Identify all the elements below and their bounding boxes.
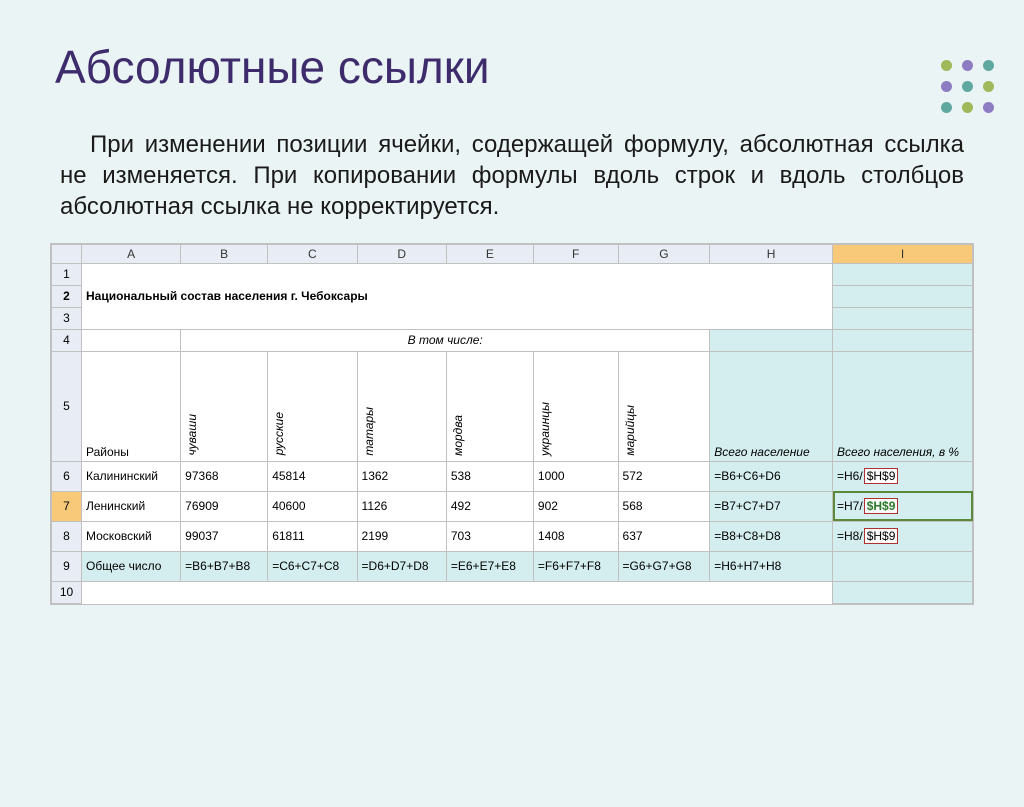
row-header-6[interactable]: 6 (52, 461, 82, 491)
cell-A8[interactable]: Московский (82, 521, 181, 551)
cell-C8[interactable]: 61811 (268, 521, 357, 551)
cell-D7[interactable]: 1126 (357, 491, 446, 521)
cell-H8[interactable]: =B8+C8+D8 (710, 521, 833, 551)
cell-I9[interactable] (833, 551, 973, 581)
cell-H5[interactable]: Всего население (710, 351, 833, 461)
cell-G5[interactable]: марийцы (618, 351, 710, 461)
row-header-7[interactable]: 7 (52, 491, 82, 521)
col-header-B[interactable]: B (181, 244, 268, 263)
decoration-dots (941, 60, 994, 113)
cell-C6[interactable]: 45814 (268, 461, 357, 491)
cell-F5[interactable]: украинцы (533, 351, 618, 461)
row-header-10[interactable]: 10 (52, 581, 82, 603)
cell-D9[interactable]: =D6+D7+D8 (357, 551, 446, 581)
spreadsheet: A B C D E F G H I 1 2 Национальный соста… (50, 243, 974, 605)
cell-F7[interactable]: 902 (533, 491, 618, 521)
row-header-9[interactable]: 9 (52, 551, 82, 581)
cell-E8[interactable]: 703 (446, 521, 533, 551)
row-header-8[interactable]: 8 (52, 521, 82, 551)
cell-A4[interactable] (82, 329, 181, 351)
row-header-1[interactable]: 1 (52, 263, 82, 285)
cell-B6[interactable]: 97368 (181, 461, 268, 491)
col-header-G[interactable]: G (618, 244, 710, 263)
col-header-F[interactable]: F (533, 244, 618, 263)
cell-A7[interactable]: Ленинский (82, 491, 181, 521)
cell-D6[interactable]: 1362 (357, 461, 446, 491)
cell-C7[interactable]: 40600 (268, 491, 357, 521)
column-headers: A B C D E F G H I (52, 244, 973, 263)
cell-F8[interactable]: 1408 (533, 521, 618, 551)
cell-E9[interactable]: =E6+E7+E8 (446, 551, 533, 581)
cell-G9[interactable]: =G6+G7+G8 (618, 551, 710, 581)
cell-F6[interactable]: 1000 (533, 461, 618, 491)
cell-A6[interactable]: Калининский (82, 461, 181, 491)
col-header-D[interactable]: D (357, 244, 446, 263)
cell-B7[interactable]: 76909 (181, 491, 268, 521)
cell-E5[interactable]: мордва (446, 351, 533, 461)
cell-H9[interactable]: =H6+H7+H8 (710, 551, 833, 581)
row-header-5[interactable]: 5 (52, 351, 82, 461)
cell-I6[interactable]: =H6/$H$9 (833, 461, 973, 491)
slide-title: Абсолютные ссылки (55, 40, 1024, 94)
cell-C9[interactable]: =C6+C7+C8 (268, 551, 357, 581)
cell-E6[interactable]: 538 (446, 461, 533, 491)
cell-D5[interactable]: татары (357, 351, 446, 461)
cell-G6[interactable]: 572 (618, 461, 710, 491)
col-header-E[interactable]: E (446, 244, 533, 263)
cell-I7[interactable]: =H7/$H$9 (833, 491, 973, 521)
slide-body-text: При изменении позиции ячейки, содержащей… (60, 129, 964, 223)
row-header-2[interactable]: 2 (52, 285, 82, 307)
col-header-A[interactable]: A (82, 244, 181, 263)
col-header-C[interactable]: C (268, 244, 357, 263)
cell-G8[interactable]: 637 (618, 521, 710, 551)
col-header-I[interactable]: I (833, 244, 973, 263)
cell-I8[interactable]: =H8/$H$9 (833, 521, 973, 551)
row-header-4[interactable]: 4 (52, 329, 82, 351)
cell-A9[interactable]: Общее число (82, 551, 181, 581)
cell-B9[interactable]: =B6+B7+B8 (181, 551, 268, 581)
col-header-H[interactable]: H (710, 244, 833, 263)
cell-E7[interactable]: 492 (446, 491, 533, 521)
corner-cell[interactable] (52, 244, 82, 263)
cell-B8[interactable]: 99037 (181, 521, 268, 551)
cell-A5[interactable]: Районы (82, 351, 181, 461)
sheet-title[interactable]: Национальный состав населения г. Чебокса… (82, 285, 833, 307)
cell-H7[interactable]: =B7+C7+D7 (710, 491, 833, 521)
cell-H6[interactable]: =B6+C6+D6 (710, 461, 833, 491)
row-header-3[interactable]: 3 (52, 307, 82, 329)
cell-C5[interactable]: русские (268, 351, 357, 461)
subtitle-cell[interactable]: В том числе: (181, 329, 710, 351)
cell-D8[interactable]: 2199 (357, 521, 446, 551)
cell-B5[interactable]: чуваши (181, 351, 268, 461)
cell-G7[interactable]: 568 (618, 491, 710, 521)
cell-F9[interactable]: =F6+F7+F8 (533, 551, 618, 581)
cell-I5[interactable]: Всего населения, в % (833, 351, 973, 461)
